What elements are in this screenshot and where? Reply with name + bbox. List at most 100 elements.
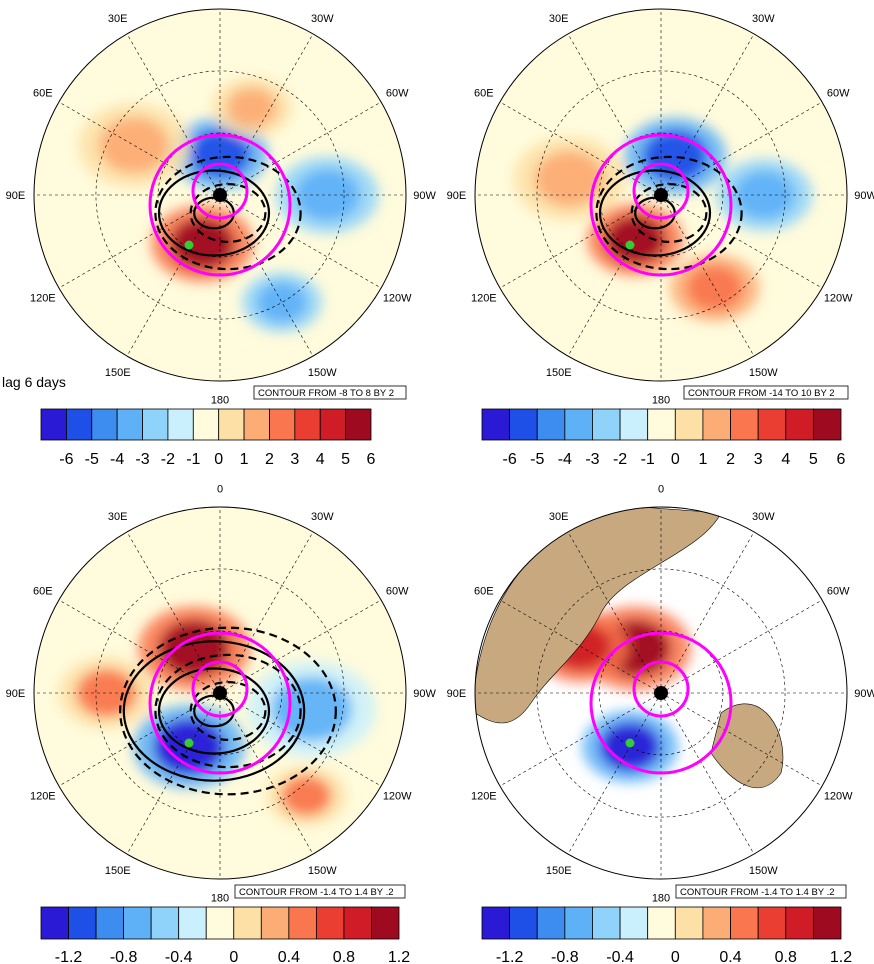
- longitude-label: 90E: [447, 688, 467, 700]
- colorbar-bottom-right: -1.2 -0.8 -0.4 0 0.4 0.8 1.2: [481, 906, 852, 964]
- map-border: [474, 8, 848, 382]
- meridian-line: [58, 101, 221, 196]
- reference-circle-outer: [589, 133, 733, 277]
- longitude-label: 180: [652, 395, 670, 407]
- location-marker: [184, 738, 194, 748]
- field-shading: [78, 77, 379, 333]
- colorbar-swatch: [288, 906, 317, 940]
- colorbar-swatch: [192, 408, 220, 441]
- colorbar-swatch: [65, 408, 93, 441]
- meridian-line: [499, 101, 662, 196]
- pole-contour-cluster: [654, 188, 668, 202]
- colorbar-tick-label: -2: [613, 451, 627, 468]
- meridian-line: [499, 692, 662, 787]
- colorbar-swatch: [269, 408, 296, 441]
- colorbar-tick-label: 1: [240, 451, 249, 468]
- colorbar-tick-label: -1: [186, 451, 200, 468]
- longitude-label: 150W: [749, 865, 778, 877]
- colorbar-tick-label: 0: [229, 949, 238, 964]
- field-anomaly-core: [686, 265, 743, 311]
- colorbar-swatch: [260, 906, 290, 940]
- colorbar-tick-label: 0: [671, 451, 680, 468]
- map-border: [474, 506, 848, 880]
- colorbar-swatch: [674, 408, 704, 441]
- latitude-circle: [536, 70, 786, 320]
- colorbar-swatch: [730, 906, 759, 940]
- contour-info-top-left: CONTOUR FROM -8 TO 8 BY 2: [253, 385, 407, 400]
- colorbar-swatch: [345, 408, 372, 441]
- longitude-label: 150E: [105, 367, 131, 379]
- colorbar-swatch: [812, 408, 842, 441]
- colorbar-tick-label: 2: [265, 451, 274, 468]
- contour-info-bottom-left: CONTOUR FROM -1.4 TO 1.4 BY .2: [234, 884, 406, 899]
- colorbar-swatch: [243, 408, 270, 441]
- contour-line: [630, 183, 708, 244]
- longitude-label: 90E: [6, 688, 26, 700]
- colorbar-swatch: [757, 906, 787, 940]
- reference-circle-inner: [191, 660, 249, 718]
- colorbar-swatch: [178, 906, 207, 940]
- longitude-label: 120E: [471, 292, 497, 304]
- colorbar-swatch: [150, 906, 180, 940]
- meridian-line: [660, 194, 823, 289]
- longitude-label: 60E: [474, 586, 494, 598]
- colorbar-tick-label: -1.2: [496, 949, 524, 964]
- contour-text: CONTOUR FROM -8 TO 8 BY 2: [258, 388, 394, 399]
- longitude-label: 60W: [386, 88, 409, 100]
- contour-line: [119, 626, 337, 796]
- meridian-line: [660, 194, 755, 357]
- map-panel-bottom-right: 0 30W 60W 90W 120W 150W 180 150E 120E 90E 60E 30E: [447, 483, 874, 904]
- colorbar-tick-label: 0.4: [278, 949, 300, 964]
- colorbar-tick-label: -0.4: [606, 949, 634, 964]
- colorbar-tick-label: -0.8: [551, 949, 579, 964]
- colorbar-swatch: [481, 906, 511, 940]
- colorbar-swatch: [592, 408, 621, 441]
- contour-lines: [595, 155, 743, 271]
- longitude-label: 0: [658, 483, 664, 495]
- colorbar-tick-label: -6: [59, 451, 73, 468]
- colorbar-swatch: [536, 408, 566, 441]
- longitude-label: 120E: [30, 790, 56, 802]
- longitude-label: 30E: [549, 511, 569, 523]
- reference-circle-outer: [148, 133, 292, 277]
- contour-text: CONTOUR FROM -1.4 TO 1.4 BY .2: [680, 887, 835, 898]
- meridian-line: [219, 692, 382, 787]
- colorbar-tick-label: -0.8: [110, 949, 138, 964]
- colorbar-top-left: -6 -5 -4 -3 -2 -1 0 1 2 3 4 5 6: [40, 408, 376, 468]
- pole-contour-cluster: [654, 686, 668, 700]
- colorbar-top-right: -6 -5 -4 -3 -2 -1 0 1 2 3 4 5 6: [481, 408, 846, 468]
- colorbar-tick-label: 1.2: [830, 949, 852, 964]
- colorbar-swatch: [481, 408, 511, 441]
- colorbar-swatch: [702, 408, 731, 441]
- colorbar-tick-label: 1: [698, 451, 707, 468]
- contour-line: [154, 155, 302, 271]
- reference-circle-inner: [632, 162, 690, 220]
- meridian-line: [567, 692, 662, 855]
- colorbar-swatch: [785, 906, 814, 940]
- longitude-label: 90W: [854, 688, 874, 700]
- meridian-line: [58, 599, 221, 694]
- colorbar-swatch: [294, 408, 321, 441]
- longitude-label: 150E: [546, 865, 572, 877]
- colorbar-tick-label: 5: [809, 451, 818, 468]
- colorbar-tick-label: -5: [530, 451, 544, 468]
- contour-info-top-right: CONTOUR FROM -14 TO 10 BY 2: [683, 385, 849, 400]
- longitude-label: 30W: [752, 13, 775, 25]
- longitude-label: 60W: [386, 586, 409, 598]
- meridian-line: [660, 599, 823, 694]
- longitude-label: 120E: [471, 790, 497, 802]
- colorbar-swatch: [592, 906, 621, 940]
- map-border: [33, 8, 407, 382]
- colorbar-tick-label: -3: [585, 451, 599, 468]
- colorbar-tick-label: 0.8: [333, 949, 355, 964]
- reference-circle-outer: [589, 631, 733, 775]
- colorbar-swatch: [68, 906, 97, 940]
- colorbar-swatch: [647, 906, 676, 940]
- pole-contour-cluster: [213, 188, 227, 202]
- colorbar-swatch: [536, 906, 566, 940]
- contour-lines: [119, 626, 337, 796]
- colorbar-swatch: [315, 906, 345, 940]
- colorbar-swatch: [319, 408, 347, 441]
- colorbar-tick-label: -5: [85, 451, 99, 468]
